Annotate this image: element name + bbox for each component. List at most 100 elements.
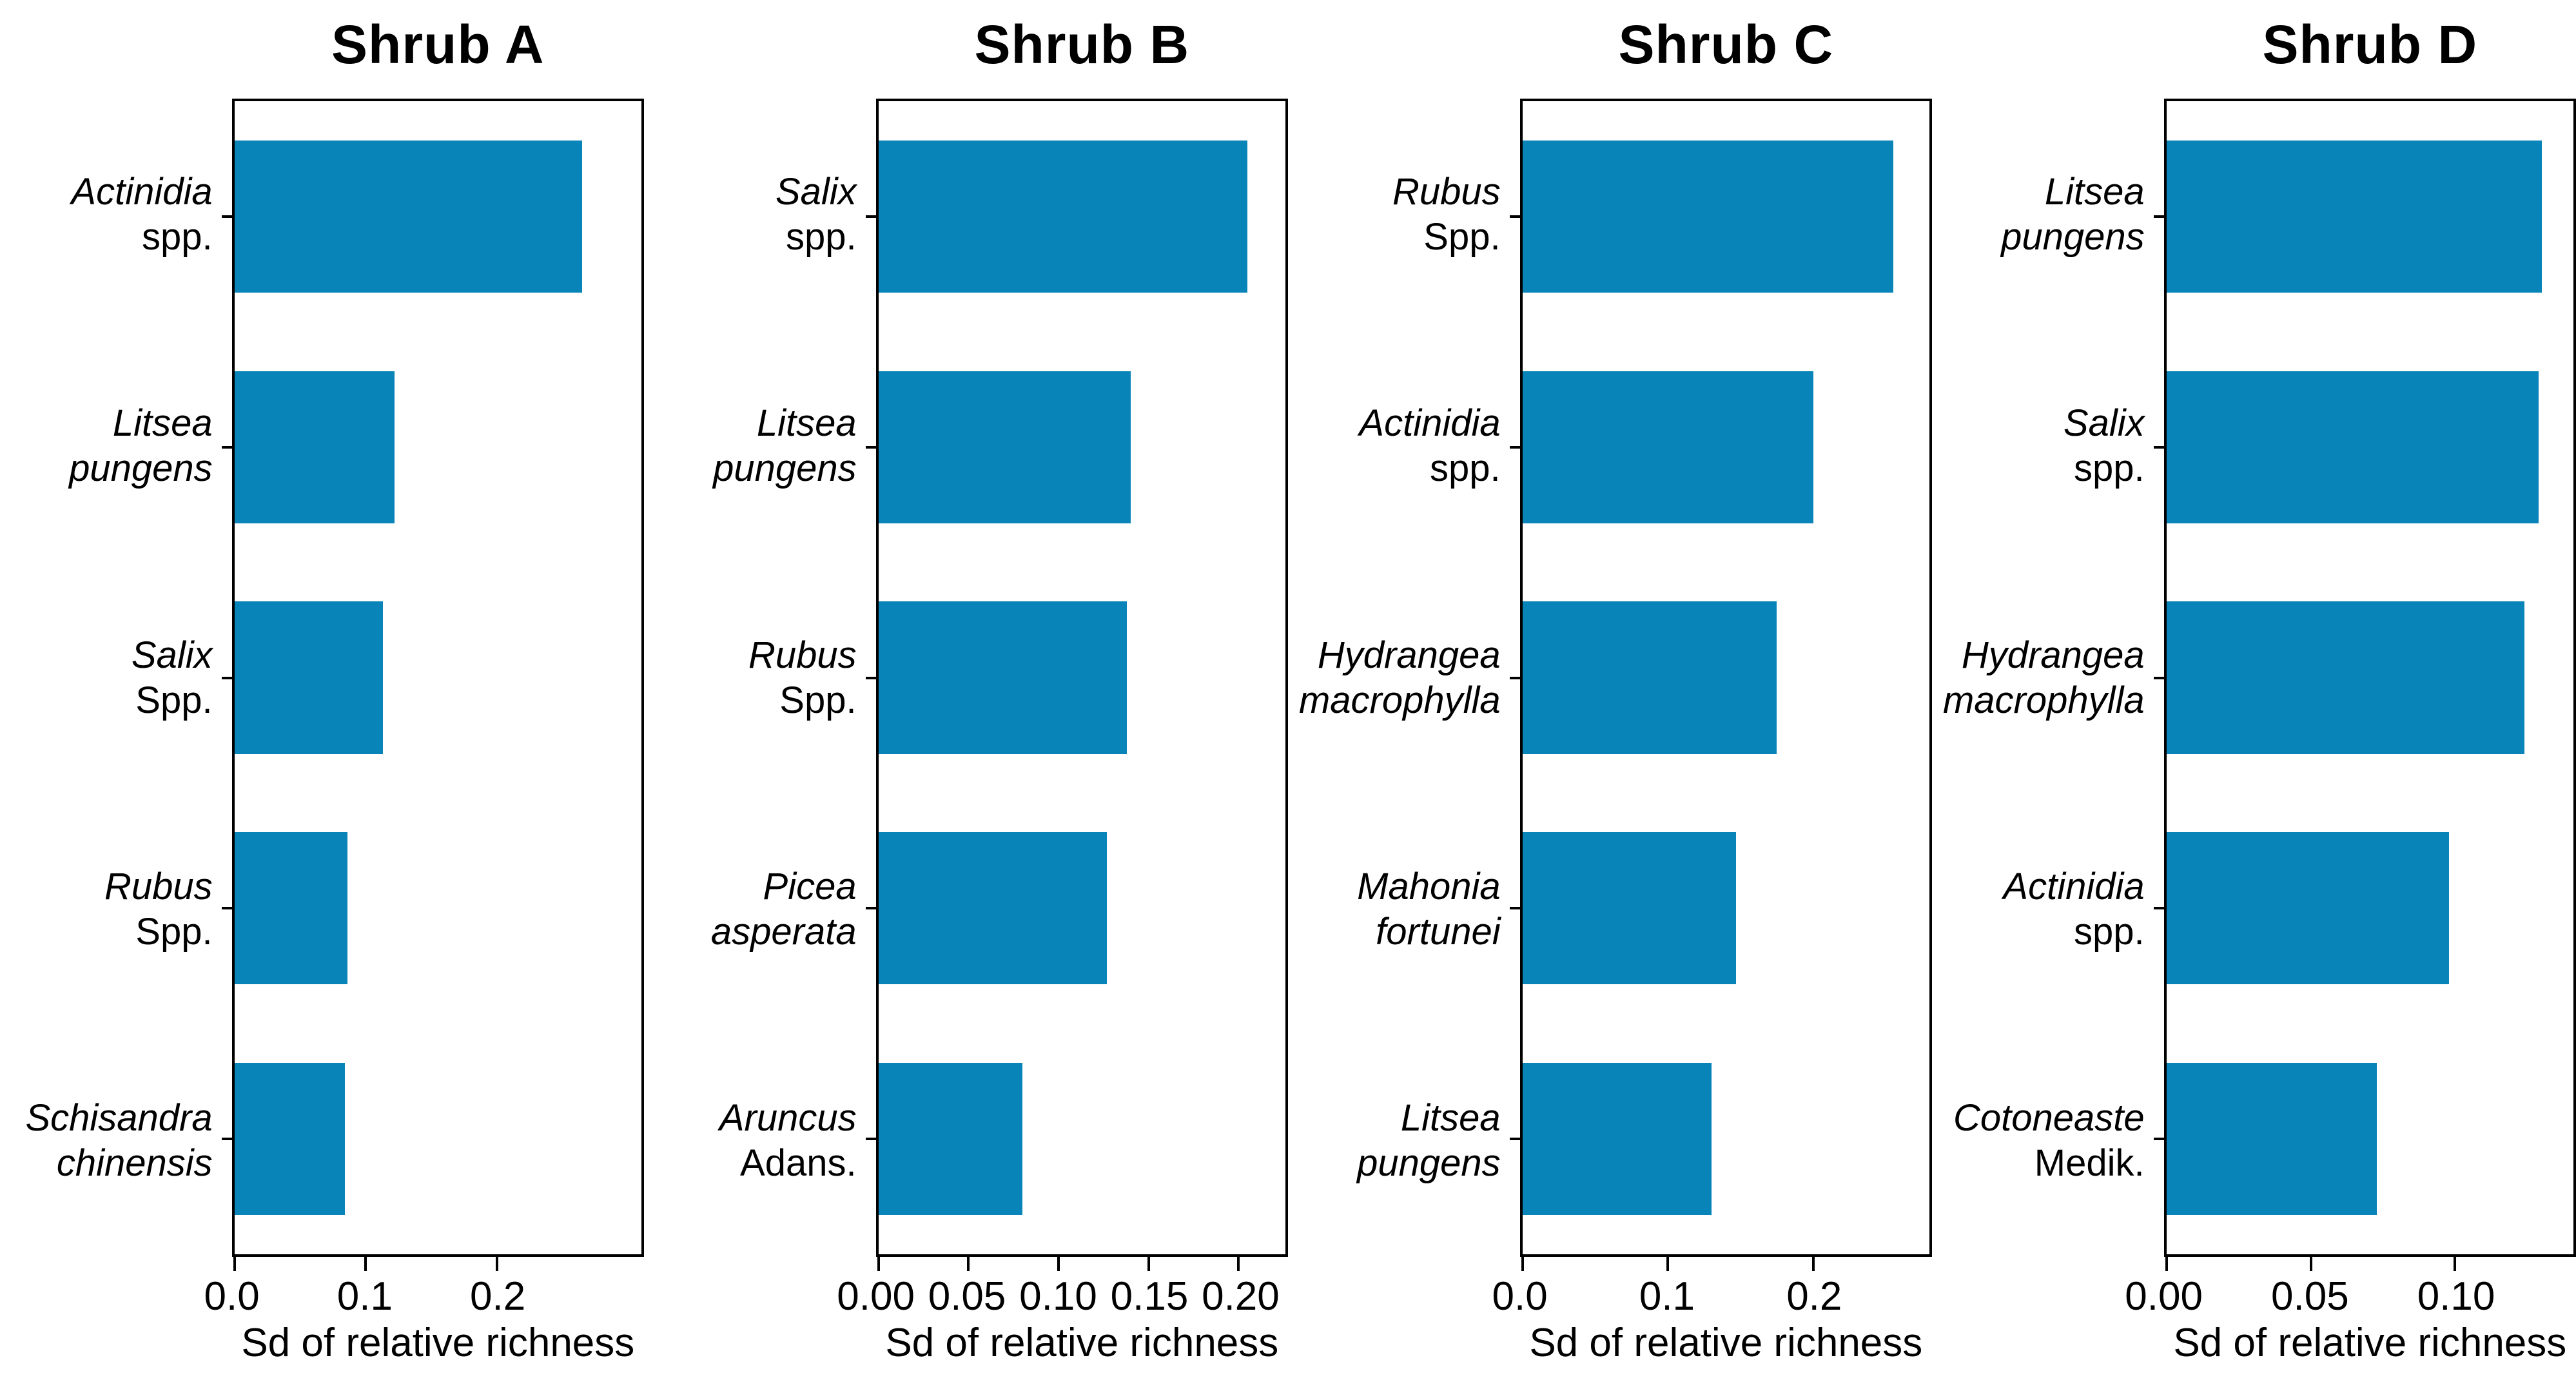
- x-tick-label: 0.20: [1202, 1274, 1280, 1319]
- y-tick-mark: [2153, 676, 2164, 679]
- panel-title: Shrub B: [974, 14, 1190, 75]
- y-tick-mark: [1509, 676, 1520, 679]
- x-tick-mark: [2454, 1254, 2457, 1271]
- x-tick-mark: [1666, 1254, 1670, 1271]
- category-label: Actinidia spp.: [1932, 793, 2164, 1025]
- y-tick-mark: [1509, 907, 1520, 910]
- panel-shrub-c: Shrub C Rubus Spp. Actinidia spp. Hydrangea m…: [1288, 0, 1932, 1398]
- bar-slot: [878, 793, 1285, 1024]
- y-tick-mark: [2153, 445, 2164, 449]
- x-tick-mark: [2309, 1254, 2312, 1271]
- x-tick-mark: [1237, 1254, 1240, 1271]
- category-label: Hydrangea macrophylla: [1932, 562, 2164, 793]
- bar-slot: [878, 101, 1285, 332]
- category-label: Salix Spp.: [0, 562, 232, 793]
- category-label-line2: spp.: [785, 215, 857, 258]
- x-axis-title: Sd of relative richness: [241, 1321, 635, 1365]
- panel-shrub-d: Shrub D Litsea pungens Salix spp. Hydrangea m…: [1932, 0, 2576, 1398]
- x-tick-label: 0.05: [928, 1274, 1006, 1319]
- x-tick-label: 0.2: [1786, 1274, 1842, 1319]
- bar: [1522, 371, 1813, 523]
- category-label-line2: pungens: [713, 447, 857, 490]
- y-tick-mark: [221, 215, 232, 218]
- x-tick-mark: [2165, 1254, 2168, 1271]
- bar-slot: [234, 793, 641, 1024]
- bar: [878, 601, 1127, 754]
- category-label-line1: Hydrangea: [1317, 634, 1501, 676]
- x-tick-label: 0.10: [1019, 1274, 1097, 1319]
- y-tick-mark: [221, 445, 232, 449]
- category-label-line1: Litsea: [756, 402, 857, 445]
- bar-slot: [2166, 563, 2573, 793]
- x-tick-mark: [1147, 1254, 1150, 1271]
- bar-slot: [1522, 1024, 1929, 1254]
- bar: [2166, 140, 2542, 293]
- category-label: Actinidia spp.: [0, 99, 232, 330]
- category-label-line1: Litsea: [1400, 1097, 1501, 1140]
- bar: [1522, 140, 1893, 293]
- x-tick-mark: [1521, 1254, 1524, 1271]
- x-tick-mark: [495, 1254, 498, 1271]
- y-tick-mark: [1509, 215, 1520, 218]
- x-axis-title: Sd of relative richness: [885, 1321, 1279, 1365]
- y-tick-mark: [1509, 445, 1520, 449]
- plot-area: [221, 99, 644, 1271]
- bar: [234, 1063, 345, 1216]
- bars-area: [1522, 101, 1929, 1254]
- category-label: Salix spp.: [644, 99, 876, 330]
- y-tick-mark: [865, 676, 876, 679]
- category-label-line2: spp.: [2073, 447, 2145, 490]
- x-tick-mark: [967, 1254, 970, 1271]
- y-tick-mark: [865, 445, 876, 449]
- category-label-line1: Salix: [2063, 402, 2145, 445]
- bar-slot: [234, 1024, 641, 1254]
- x-tick-mark: [364, 1254, 367, 1271]
- x-tick-mark: [877, 1254, 880, 1271]
- bar: [2166, 371, 2539, 523]
- bar-slot: [234, 332, 641, 563]
- bars-area: [2166, 101, 2573, 1254]
- x-tick-labels: 0.0 0.1 0.2: [204, 1257, 644, 1319]
- category-label: Rubus Spp.: [1288, 99, 1520, 330]
- bar-slot: [1522, 563, 1929, 793]
- y-tick-mark: [1509, 1138, 1520, 1141]
- category-label-line2: spp.: [2073, 910, 2145, 953]
- bar: [878, 371, 1131, 523]
- category-label: Rubus Spp.: [0, 793, 232, 1025]
- category-label-line1: Salix: [775, 170, 857, 213]
- category-label-line2: pungens: [69, 447, 213, 490]
- bar: [234, 140, 583, 293]
- category-labels: Litsea pungens Salix spp. Hydrangea macrophyl…: [1932, 99, 2164, 1257]
- plot-area: [2153, 99, 2576, 1271]
- category-label: Schisandra chinensis: [0, 1025, 232, 1257]
- x-axis-title: Sd of relative richness: [1529, 1321, 1923, 1365]
- bar-slot: [878, 563, 1285, 793]
- category-label-line2: Spp.: [135, 679, 213, 721]
- category-label-line1: Actinidia: [1359, 402, 1501, 445]
- bar-slot: [1522, 332, 1929, 563]
- category-label-line2: spp.: [1429, 447, 1501, 490]
- category-label-line1: Actinidia: [71, 170, 213, 213]
- x-tick-label: 0.0: [204, 1274, 260, 1319]
- panel-shrub-b: Shrub B Salix spp. Litsea pungens Rubus Spp. P…: [644, 0, 1288, 1398]
- bar-slot: [2166, 1024, 2573, 1254]
- bar: [1522, 601, 1777, 754]
- bar-slot: [2166, 101, 2573, 332]
- category-label-line2: macrophylla: [1942, 679, 2145, 721]
- category-label-line2: Spp.: [779, 679, 857, 721]
- bar: [234, 371, 395, 523]
- bar-slot: [2166, 332, 2573, 563]
- category-label-line1: Rubus: [1392, 170, 1501, 213]
- bar: [1522, 832, 1737, 985]
- bar-slot: [878, 1024, 1285, 1254]
- y-tick-mark: [2153, 1138, 2164, 1141]
- y-tick-mark: [865, 907, 876, 910]
- bar: [234, 601, 383, 754]
- category-label-line1: Picea: [763, 865, 857, 908]
- bar: [2166, 1063, 2377, 1216]
- y-tick-mark: [2153, 907, 2164, 910]
- x-tick-label: 0.2: [470, 1274, 526, 1319]
- category-label-line1: Rubus: [748, 634, 857, 676]
- category-labels: Rubus Spp. Actinidia spp. Hydrangea macrophyl…: [1288, 99, 1520, 1257]
